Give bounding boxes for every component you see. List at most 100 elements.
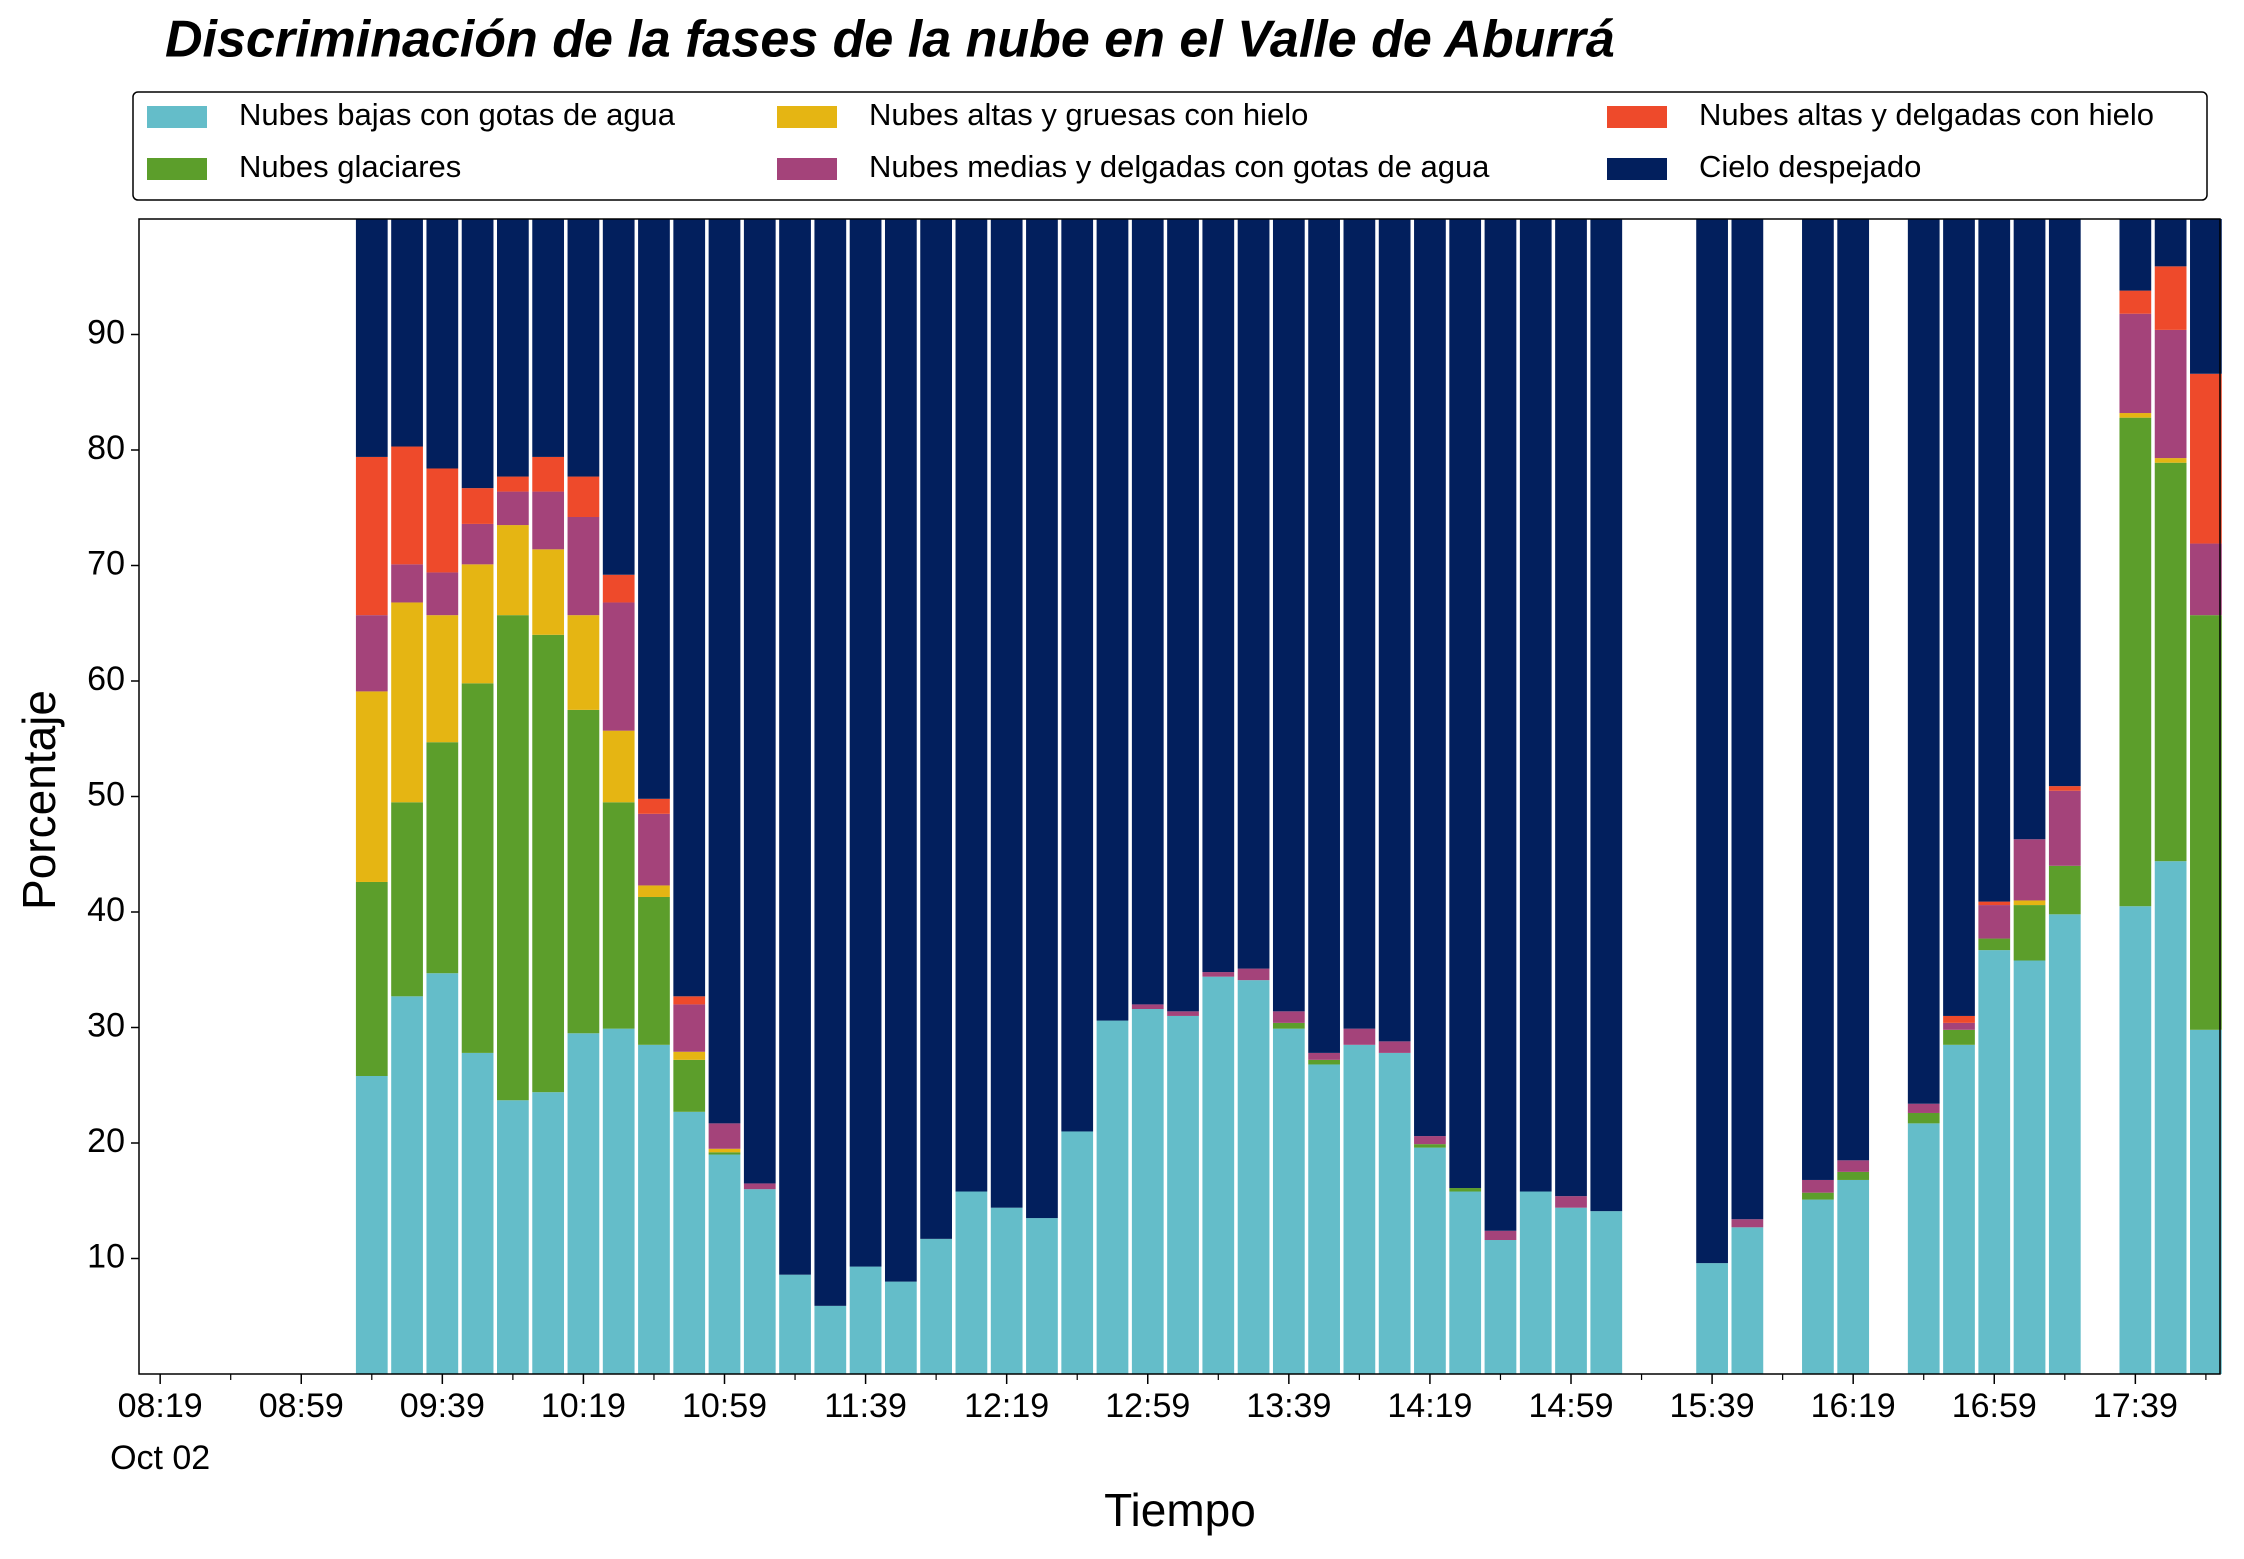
bar-segment xyxy=(708,1152,741,1155)
bar-segment xyxy=(1943,1022,1975,1030)
bar-segment xyxy=(849,1266,882,1374)
bar-segment xyxy=(602,730,635,803)
legend-swatch xyxy=(777,158,837,180)
bar-segment xyxy=(2190,373,2222,544)
bar-segment xyxy=(1519,1191,1552,1374)
bar-segment xyxy=(1308,1064,1340,1374)
legend-label: Cielo despejado xyxy=(1699,149,1921,184)
bar-segment xyxy=(708,219,741,1124)
bar-segment xyxy=(2119,219,2152,291)
bar-segment xyxy=(497,476,529,492)
bar-segment xyxy=(2154,458,2187,463)
bar-segment xyxy=(1943,1015,1975,1023)
x-tick-label: 11:39 xyxy=(824,1387,907,1425)
bar-segment xyxy=(1202,972,1235,977)
bar-segment xyxy=(426,615,459,743)
bar-segment xyxy=(1590,219,1623,1212)
bar-segment xyxy=(532,491,565,550)
bar-segment xyxy=(884,1281,917,1374)
bar-segment xyxy=(849,219,882,1267)
bar-segment xyxy=(426,742,459,974)
bar-segment xyxy=(708,1123,741,1149)
legend-label: Nubes bajas con gotas de agua xyxy=(239,97,676,132)
bar-segment xyxy=(532,219,565,457)
bar-segment xyxy=(2048,790,2081,866)
bar-segment xyxy=(990,1207,1023,1374)
bar-segment xyxy=(1484,219,1517,1231)
bar-segment xyxy=(1202,976,1235,1374)
chart-title: Discriminación de la fases de la nube en… xyxy=(165,11,1615,69)
bar-segment xyxy=(1167,1015,1199,1374)
legend-swatch xyxy=(1607,158,1667,180)
bar-segment xyxy=(355,881,388,1077)
bar-segment xyxy=(1837,219,1870,1161)
bar-segment xyxy=(1555,1207,1587,1374)
bar-segment xyxy=(779,1274,811,1374)
y-tick-label: 20 xyxy=(87,1122,125,1160)
legend-label: Nubes altas y delgadas con hielo xyxy=(1699,97,2154,132)
y-tick-label: 10 xyxy=(87,1237,125,1275)
bar-segment xyxy=(1061,1131,1094,1374)
bar-segment xyxy=(673,1004,706,1052)
bar-segment xyxy=(1131,1004,1164,1010)
x-date-label: Oct 02 xyxy=(110,1439,210,1477)
x-tick-label: 10:59 xyxy=(682,1387,767,1425)
bar-segment xyxy=(355,691,388,882)
bar-segment xyxy=(1907,219,1940,1104)
bar-segment xyxy=(1061,219,1094,1132)
bar-segment xyxy=(602,1028,635,1374)
y-tick-label: 80 xyxy=(87,429,125,467)
bar-segment xyxy=(1555,219,1587,1197)
bar-segment xyxy=(1378,1052,1411,1374)
bar-segment xyxy=(1449,219,1482,1189)
bar-segment xyxy=(497,219,529,477)
bar-segment xyxy=(2048,914,2081,1374)
bar-segment xyxy=(1837,1179,1870,1374)
bar-segment xyxy=(1484,1230,1517,1241)
bar-segment xyxy=(1802,1199,1834,1374)
bar-segment xyxy=(1167,219,1199,1012)
x-tick-label: 17:39 xyxy=(2093,1387,2178,1425)
bar-segment xyxy=(2119,417,2152,907)
bar-segment xyxy=(1907,1112,1940,1124)
legend-swatch xyxy=(777,106,837,128)
bar-segment xyxy=(2154,219,2187,267)
bar-segment xyxy=(1308,1059,1340,1065)
bar-segment xyxy=(2048,865,2081,915)
bar-segment xyxy=(673,1111,706,1374)
bar-segment xyxy=(1907,1123,1940,1374)
bar-segment xyxy=(1731,1227,1764,1374)
bar-segment xyxy=(532,634,565,1093)
bar-segment xyxy=(426,219,459,469)
x-tick-label: 08:59 xyxy=(259,1387,344,1425)
bar-segment xyxy=(1378,1041,1411,1053)
bar-segment xyxy=(1731,1219,1764,1228)
bar-segment xyxy=(1131,219,1164,1005)
bar-segment xyxy=(2119,313,2152,414)
bar-segment xyxy=(2190,543,2222,616)
y-tick-label: 70 xyxy=(87,544,125,582)
bar-segment xyxy=(1272,1011,1305,1023)
bar-segment xyxy=(1978,938,2011,951)
bar-segment xyxy=(955,1191,988,1374)
bar-segment xyxy=(1272,219,1305,1012)
legend-box xyxy=(132,91,2208,201)
bar-segment xyxy=(461,1052,494,1374)
x-tick-label: 08:19 xyxy=(118,1387,203,1425)
bar-segment xyxy=(426,468,459,573)
bar-segment xyxy=(2048,786,2081,791)
x-tick-label: 10:19 xyxy=(541,1387,626,1425)
bar-segment xyxy=(638,1044,670,1374)
bar-segment xyxy=(1978,905,2011,939)
x-tick-label: 12:19 xyxy=(964,1387,1049,1425)
bar-segment xyxy=(567,709,600,1034)
bar-segment xyxy=(920,219,953,1239)
bar-segment xyxy=(391,996,423,1374)
bar-segment xyxy=(673,1051,706,1060)
bar-segment xyxy=(673,996,706,1005)
bar-segment xyxy=(2013,219,2046,840)
bar-segment xyxy=(497,525,529,616)
bar-segment xyxy=(2154,266,2187,330)
bar-segment xyxy=(567,1033,600,1374)
